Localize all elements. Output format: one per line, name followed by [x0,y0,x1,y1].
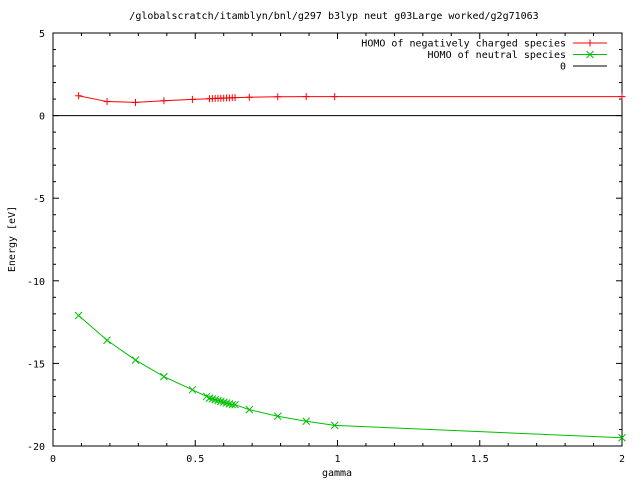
y-tick-label: -5 [33,194,45,205]
x-tick-label: 0 [50,454,56,465]
point-marker [103,336,111,345]
axis-tick-labels: 0 0.5 1 1.5 2 5 0 -5 -10 -15 -20 [27,29,625,465]
point-marker [217,397,225,406]
y-tick-label: -20 [27,442,45,453]
y-tick-label: -15 [27,359,45,370]
point-marker [74,311,83,320]
legend-label: HOMO of negatively charged species [361,39,566,50]
point-marker [211,395,220,404]
point-marker [273,412,282,421]
chart-title: /globalscratch/itamblyn/bnl/g297 b3lyp n… [129,11,538,22]
point-marker [586,50,594,59]
point-marker [302,417,311,426]
point-marker [222,399,231,407]
x-tick-label: 1 [334,454,340,465]
y-tick-label: 0 [39,112,45,123]
x-tick-label: 2 [619,454,625,465]
series-line [78,315,623,439]
y-tick-label: 5 [39,29,45,40]
point-marker [202,392,211,401]
y-axis-label: Energy [eV] [7,206,18,272]
plot-frame [52,32,623,447]
x-axis-label: gamma [322,468,352,479]
series-1 [74,311,626,442]
point-marker [618,433,626,442]
point-marker [188,385,197,394]
series-0 [75,92,626,106]
point-marker [205,394,214,402]
axis-ticks [52,32,623,447]
point-marker [228,400,237,409]
point-marker [231,400,239,409]
x-tick-label: 1.5 [471,454,489,465]
point-marker [245,405,254,414]
x-tick-label: 0.5 [186,454,204,465]
point-marker [219,398,228,407]
point-marker [214,396,222,405]
y-tick-label: -10 [27,277,45,288]
point-marker [208,395,217,403]
point-marker [131,356,140,364]
legend-label: HOMO of neutral species [428,50,566,61]
series-layer [53,92,626,442]
series-line [78,95,622,103]
legend-label: 0 [560,62,566,73]
point-marker [330,421,339,430]
point-marker [160,372,168,381]
